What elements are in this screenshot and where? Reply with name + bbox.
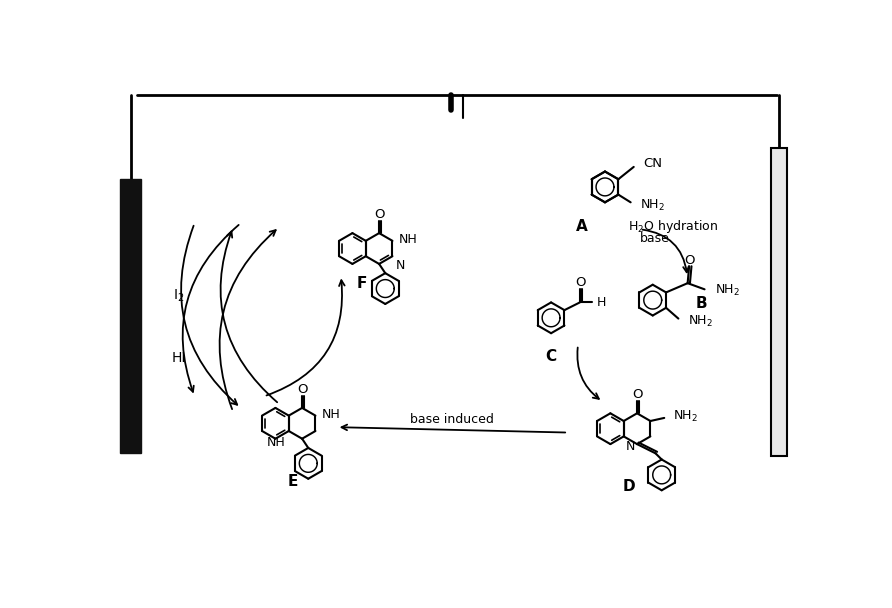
Text: NH: NH [322, 407, 341, 421]
Text: NH: NH [399, 233, 417, 246]
Text: N: N [395, 259, 405, 272]
Text: N: N [625, 440, 634, 453]
Text: I$_2$: I$_2$ [173, 288, 185, 305]
Text: O: O [375, 208, 385, 221]
Text: D: D [623, 479, 636, 494]
Text: NH$_2$: NH$_2$ [640, 198, 665, 213]
Text: HI: HI [172, 351, 186, 365]
Bar [120, 179, 142, 452]
Text: O: O [575, 276, 586, 289]
Bar [772, 148, 787, 457]
Text: CN: CN [643, 156, 662, 170]
Text: B: B [696, 297, 707, 311]
Text: NH$_2$: NH$_2$ [673, 409, 698, 424]
Text: NH: NH [267, 435, 285, 449]
Text: NH$_2$: NH$_2$ [688, 314, 713, 329]
Text: base: base [640, 232, 670, 245]
Text: E: E [288, 474, 298, 489]
Text: base induced: base induced [410, 413, 494, 426]
Text: A: A [576, 219, 588, 235]
Text: NH$_2$: NH$_2$ [714, 283, 739, 299]
Text: C: C [546, 349, 557, 364]
Text: O: O [685, 254, 695, 266]
Text: H: H [597, 296, 607, 309]
Text: H$_2$O hydration: H$_2$O hydration [628, 218, 718, 235]
Text: F: F [357, 275, 368, 291]
Text: O: O [298, 383, 308, 396]
Text: O: O [632, 389, 643, 401]
